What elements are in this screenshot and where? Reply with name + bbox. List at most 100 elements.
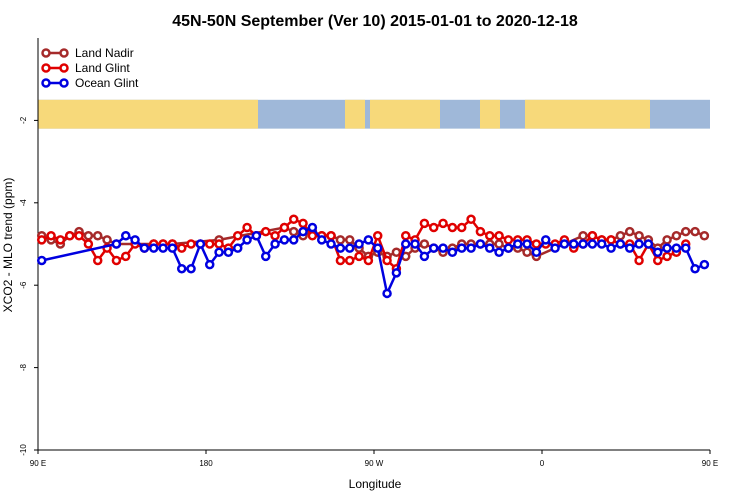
data-point-0-52 [680,226,691,237]
x-axis-label: Longitude [349,477,402,491]
data-point-1-41 [419,218,430,229]
data-point-2-44 [512,239,523,249]
data-point-2-46 [531,247,542,257]
data-point-1-24 [260,226,271,237]
data-point-1-42 [428,222,439,233]
data-point-2-48 [550,243,560,253]
data-point-2-51 [578,239,588,249]
data-point-2-33 [410,239,420,249]
data-point-1-64 [634,255,644,266]
data-point-1-43 [438,218,448,229]
data-point-1-32 [335,255,346,266]
y-tick-label-0: -2 [19,116,28,124]
data-point-1-28 [298,218,308,229]
data-point-1-31 [326,231,336,241]
data-point-2-3 [130,235,140,245]
land-block-3 [480,99,500,129]
data-point-2-52 [587,239,598,249]
data-point-1-22 [242,222,252,233]
data-point-2-35 [428,243,439,253]
data-point-2-43 [503,243,514,253]
data-point-2-25 [335,243,346,253]
data-point-2-22 [307,222,318,233]
data-point-1-48 [484,231,495,241]
data-point-2-13 [223,247,234,257]
data-point-1-9 [120,251,131,262]
data-point-1-21 [232,231,243,241]
data-point-2-17 [260,251,271,262]
data-point-1-44 [447,222,458,233]
data-point-2-26 [344,243,355,253]
data-point-0-51 [671,231,682,241]
data-point-2-10 [195,239,206,249]
data-point-2-23 [316,235,327,245]
data-point-2-7 [167,243,178,253]
data-point-2-57 [634,239,644,249]
data-point-1-47 [475,226,486,237]
data-point-1-66 [652,255,663,266]
data-point-1-36 [372,231,383,241]
legend-label-1: Land Glint [75,61,130,75]
data-point-0-6 [92,231,103,241]
data-point-0-54 [699,231,710,241]
data-point-1-33 [344,255,355,266]
data-point-1-25 [270,231,280,241]
data-point-2-18 [270,239,280,249]
data-point-1-18 [204,239,215,249]
data-point-0-7 [102,235,112,245]
data-point-2-61 [671,243,682,253]
data-point-2-39 [466,243,476,253]
data-point-1-45 [456,222,467,233]
data-point-2-47 [540,235,551,245]
data-point-1-26 [279,222,290,233]
data-point-2-64 [699,259,710,270]
data-point-2-60 [662,243,672,253]
data-point-0-14 [288,226,299,237]
data-point-2-41 [484,243,495,253]
data-point-0-19 [335,235,346,245]
data-point-2-24 [326,239,336,249]
legend-marker-right-0 [59,48,69,58]
x-tick-label-3: 0 [540,459,545,468]
data-point-0-25 [391,247,402,257]
data-point-0-20 [344,235,355,245]
data-point-2-59 [652,247,663,257]
legend-marker-right-2 [59,78,69,88]
land-block-1 [345,99,365,129]
data-point-2-38 [456,243,467,253]
data-point-1-61 [606,235,616,245]
data-point-1-0 [36,235,47,245]
land-block-0 [38,99,258,129]
data-point-2-54 [606,243,616,253]
data-point-2-36 [438,243,448,253]
data-point-2-31 [391,268,402,278]
series-ocean-glint [36,222,710,299]
data-point-0-50 [662,235,672,245]
x-tick-label-1: 180 [199,459,213,468]
data-point-2-11 [204,259,215,270]
data-point-2-28 [363,235,374,245]
data-point-2-5 [148,243,159,253]
x-tick-label-2: 90 W [365,459,384,468]
legend-marker-left-0 [41,48,51,58]
data-point-1-50 [503,235,514,245]
data-point-1-49 [494,231,504,241]
data-point-2-4 [139,243,150,253]
data-point-2-53 [596,239,607,249]
data-point-2-50 [568,239,579,249]
y-tick-label-4: -10 [19,444,28,456]
series-line-1 [41,217,687,271]
data-point-2-20 [288,235,299,245]
data-point-1-67 [662,251,672,262]
data-point-2-15 [242,235,252,245]
y-tick-label-2: -6 [19,281,28,289]
data-point-2-30 [382,288,392,299]
chart-title: 45N-50N September (Ver 10) 2015-01-01 to… [172,13,578,30]
data-point-2-27 [354,239,364,249]
data-point-2-29 [372,243,383,253]
data-point-1-59 [587,231,598,241]
data-point-2-62 [680,243,691,253]
legend-marker-left-1 [41,63,51,73]
data-point-0-45 [615,231,626,241]
